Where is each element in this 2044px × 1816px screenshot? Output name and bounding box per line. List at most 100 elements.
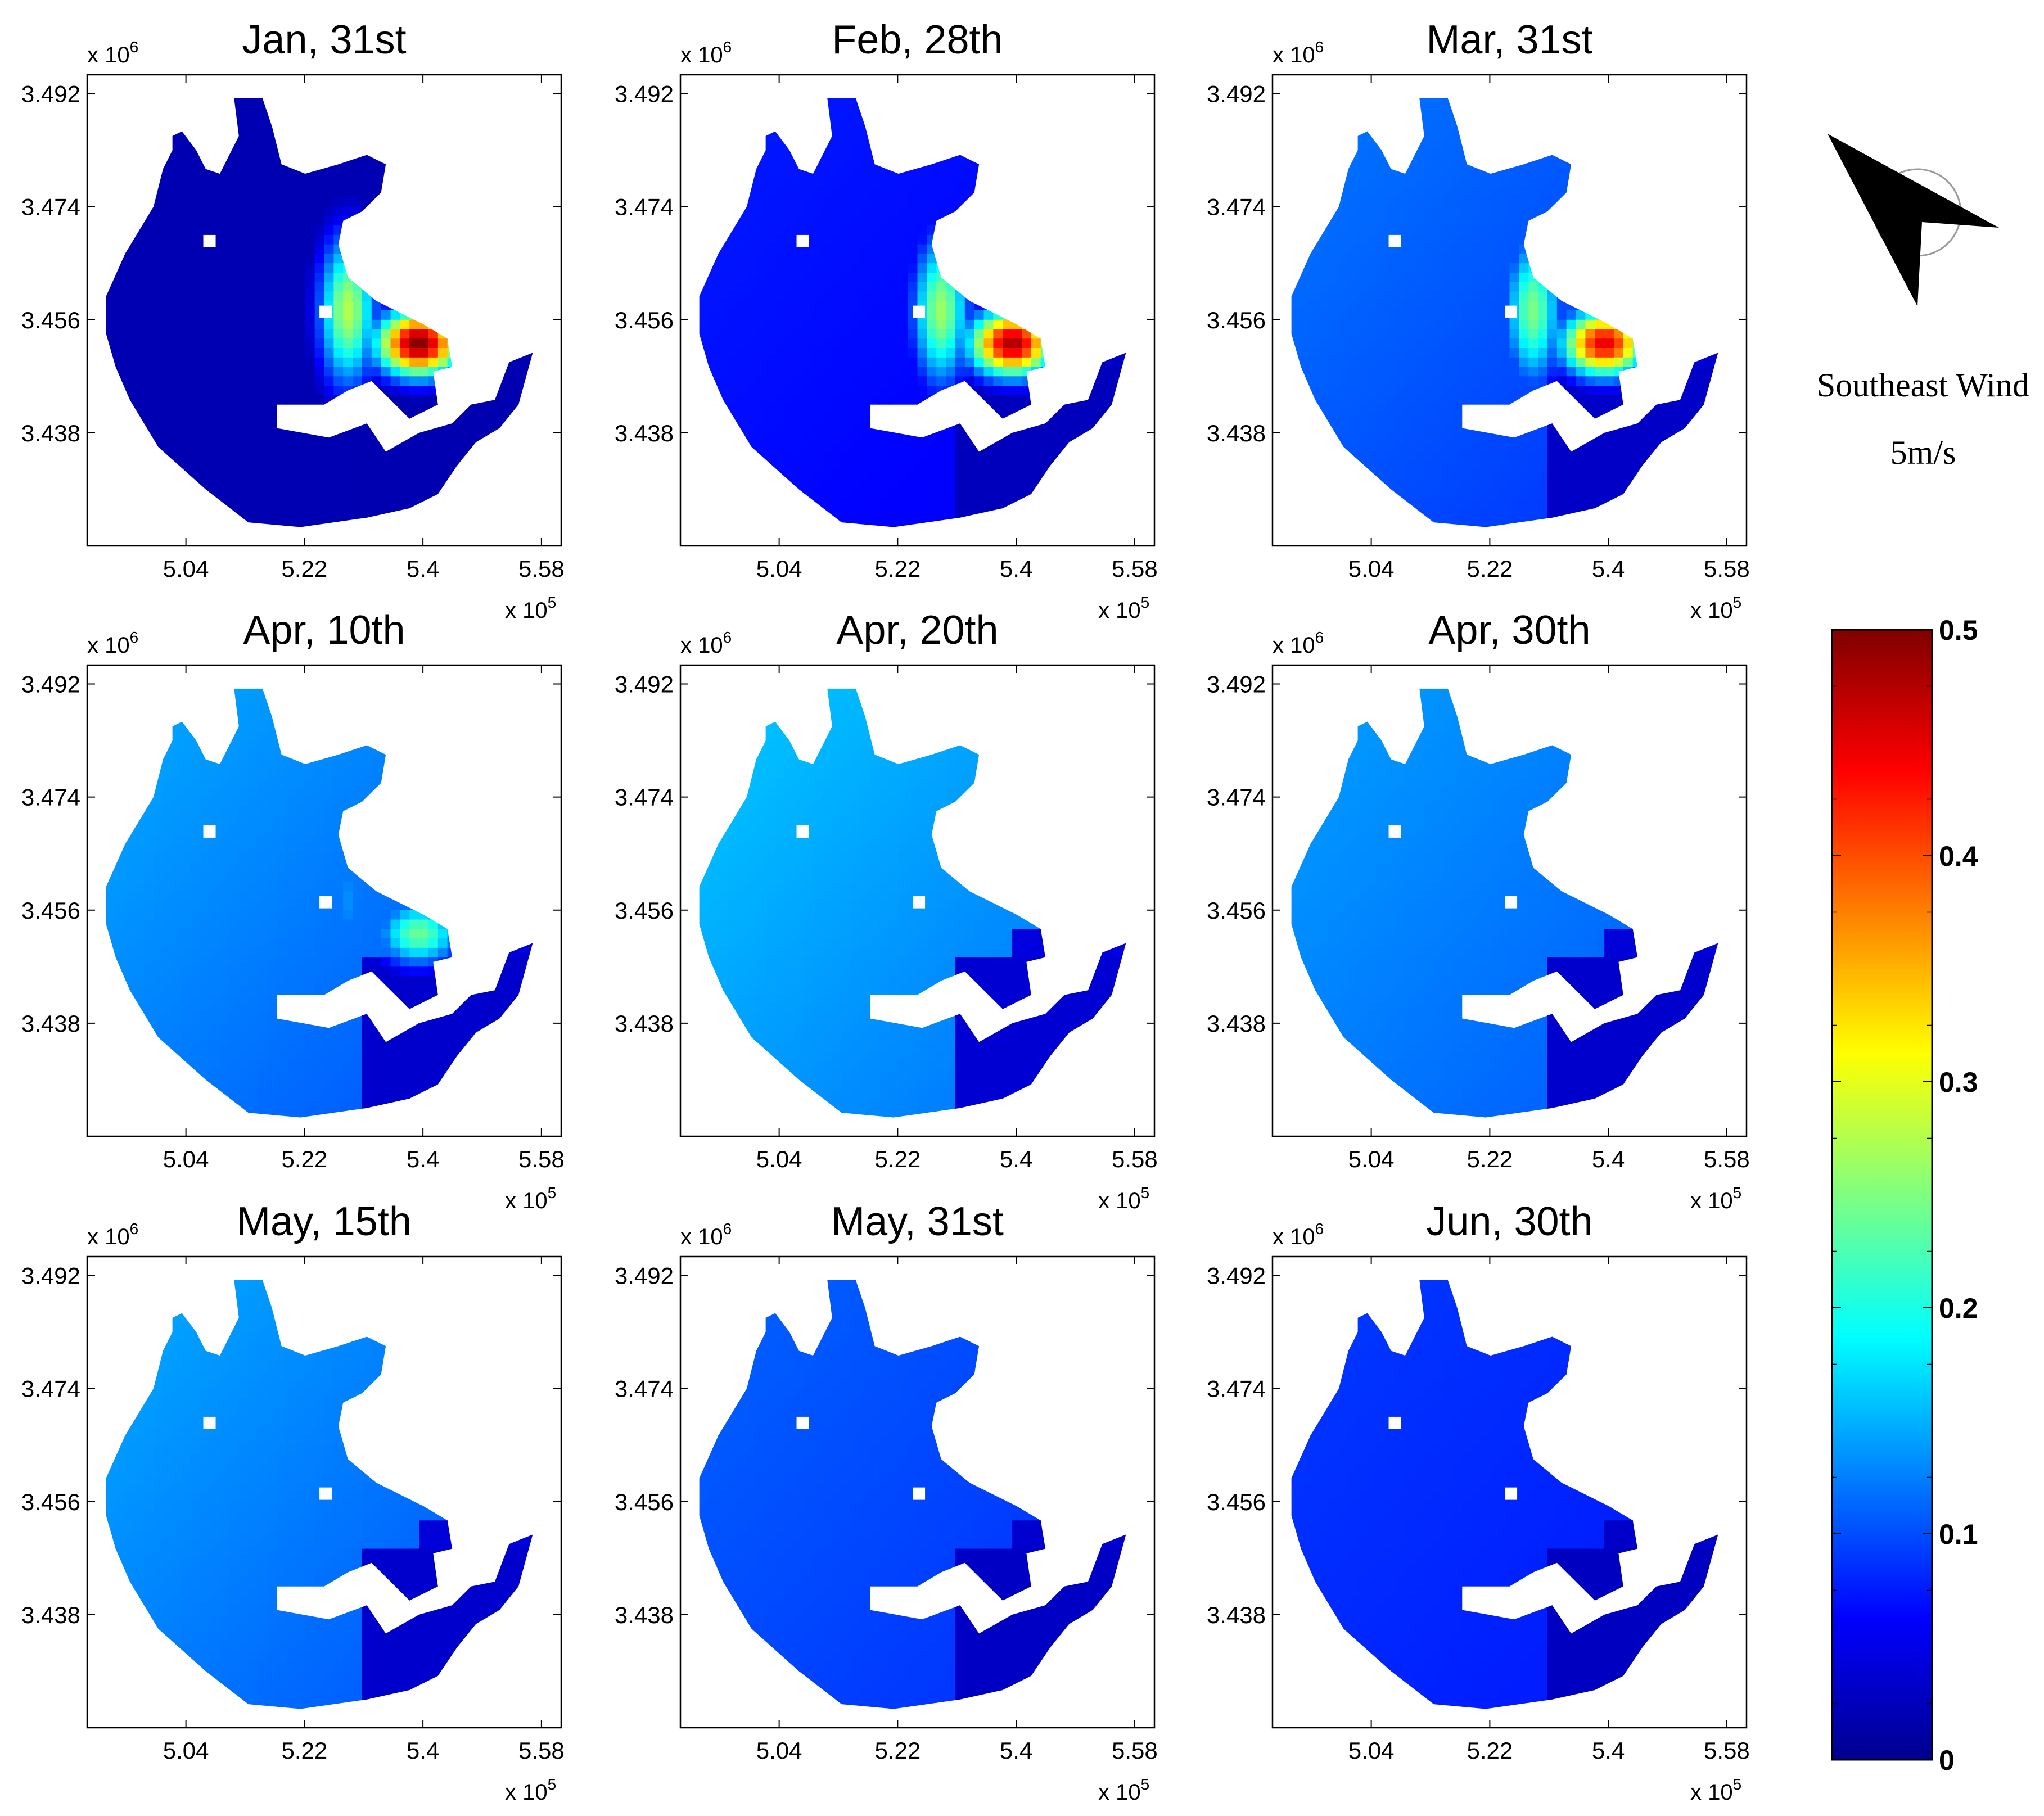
heatmap-cell (362, 169, 372, 179)
heatmap-cell (1021, 451, 1032, 462)
heatmap-cell (917, 338, 927, 349)
heatmap-cell (1021, 188, 1032, 198)
heatmap-cell (955, 98, 965, 103)
heatmap-cell (210, 367, 220, 377)
heatmap-cell (728, 75, 737, 84)
heatmap-cell (542, 433, 552, 442)
heatmap-cell (485, 225, 495, 236)
heatmap-cell (888, 244, 899, 255)
heatmap-cell (899, 75, 908, 84)
heatmap-cell (983, 150, 994, 160)
heatmap-cell (400, 112, 410, 123)
heatmap-cell (813, 442, 823, 452)
heatmap-cell (182, 338, 192, 349)
heatmap-cell (898, 404, 909, 414)
heatmap-cell (832, 357, 842, 368)
heatmap-cell (813, 206, 823, 216)
heatmap-cell (841, 432, 852, 443)
heatmap-cell (428, 141, 439, 151)
heatmap-cell (362, 348, 372, 358)
heatmap-cell (888, 272, 899, 283)
heatmap-cell (888, 141, 899, 151)
heatmap-cell (210, 499, 220, 509)
heatmap-cell (756, 282, 766, 292)
heatmap-cell (927, 188, 937, 198)
heatmap-cell (371, 159, 382, 170)
heatmap-cell (879, 489, 890, 499)
heatmap-cell (163, 75, 173, 84)
heatmap-cell (1040, 451, 1051, 462)
heatmap-cell (974, 234, 985, 245)
heatmap-cell (888, 508, 899, 518)
heatmap-cell (87, 225, 97, 235)
heatmap-cell (201, 263, 211, 273)
heatmap-cell (390, 461, 400, 471)
heatmap-cell (258, 75, 267, 84)
heatmap-cell (927, 329, 937, 339)
heatmap-cell (718, 75, 728, 84)
heatmap-cell (936, 432, 946, 443)
heatmap-cell (775, 150, 786, 160)
heatmap-cell (238, 395, 249, 405)
heatmap-cell (888, 216, 899, 226)
heatmap-cell (419, 357, 429, 368)
heatmap-cell (983, 517, 994, 527)
heatmap-cell (1135, 451, 1145, 461)
heatmap-cell (870, 282, 880, 292)
heatmap-cell (718, 216, 728, 226)
heatmap-cell (267, 386, 277, 396)
heatmap-cell (1088, 442, 1098, 452)
heatmap-cell (419, 84, 428, 94)
heatmap-cell (381, 244, 391, 255)
heatmap-cell (822, 367, 833, 377)
heatmap-cell (106, 376, 107, 386)
heatmap-cell (709, 386, 719, 396)
heatmap-cell (747, 159, 757, 170)
heatmap-cell (106, 159, 107, 170)
heatmap-cell (258, 423, 268, 433)
heatmap-cell (898, 121, 909, 132)
heatmap-cell (879, 367, 890, 377)
heatmap-cell (400, 206, 410, 216)
heatmap-cell (201, 329, 211, 339)
heatmap-cell (1107, 206, 1117, 216)
heatmap-cell (315, 84, 324, 94)
heatmap-cell (381, 432, 391, 443)
heatmap-cell (917, 386, 927, 396)
heatmap-cell (343, 527, 353, 536)
heatmap-cell (343, 188, 353, 198)
heatmap-cell (173, 536, 182, 546)
heatmap-cell (191, 395, 201, 405)
heatmap-cell (248, 178, 259, 188)
heatmap-cell (523, 414, 533, 424)
heatmap-cell (1021, 121, 1032, 132)
heatmap-cell (182, 206, 192, 216)
heatmap-cell (371, 338, 382, 349)
heatmap-cell (775, 404, 786, 414)
heatmap-cell (804, 442, 814, 452)
heatmap-cell (362, 84, 372, 94)
heatmap-cell (333, 197, 344, 207)
heatmap-cell (154, 178, 164, 188)
heatmap-cell (428, 442, 439, 452)
heatmap-cell (832, 451, 842, 462)
heatmap-cell (699, 216, 710, 226)
heatmap-cell (927, 234, 937, 245)
heatmap-cell (860, 244, 870, 255)
heatmap-cell (400, 301, 410, 311)
heatmap-cell (154, 432, 164, 443)
heatmap-cell (220, 197, 230, 207)
heatmap-cell (182, 451, 192, 462)
heatmap-cell (870, 263, 880, 273)
heatmap-cell (1126, 320, 1135, 329)
heatmap-cell (813, 451, 823, 462)
heatmap-cell (841, 159, 852, 170)
heatmap-cell (1069, 254, 1079, 264)
heatmap-cell (775, 254, 786, 264)
heatmap-cell (756, 480, 766, 490)
heatmap-cell (860, 150, 870, 160)
heatmap-cell (305, 310, 315, 320)
heatmap-cell (428, 527, 438, 536)
heatmap-cell (699, 150, 700, 160)
heatmap-cell (1079, 254, 1089, 264)
